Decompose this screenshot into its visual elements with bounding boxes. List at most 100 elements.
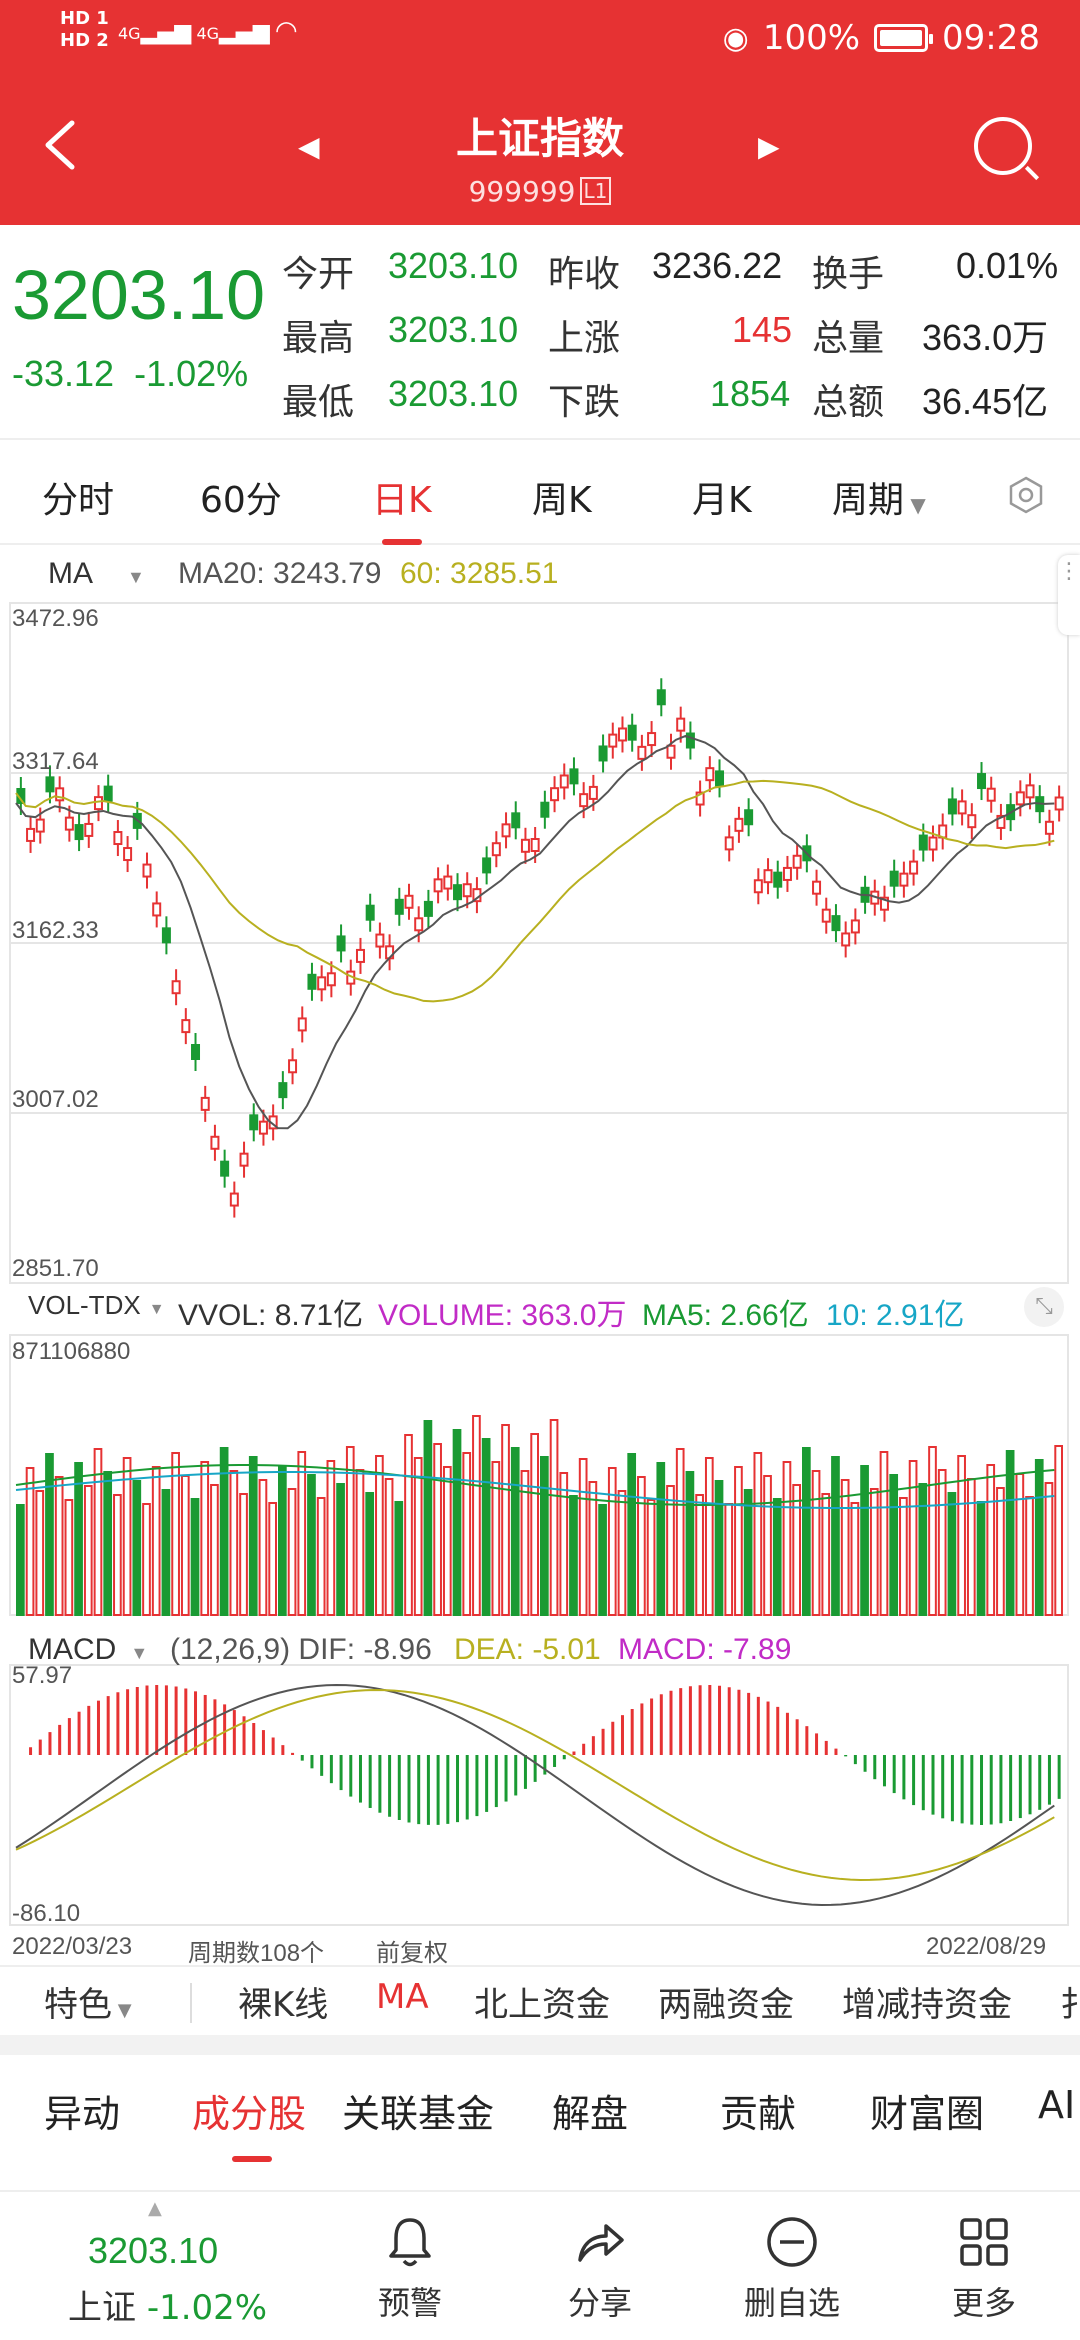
sim-indicators: HD 1 HD 2: [60, 8, 109, 52]
tab-ai[interactable]: AI: [1038, 2083, 1076, 2127]
alert-label: 预警: [377, 2284, 442, 2322]
tool-more[interactable]: 扌: [1060, 1985, 1080, 2025]
candle-body: [103, 785, 113, 802]
date-end: 2022/08/29: [926, 1933, 1047, 1960]
back-icon[interactable]: [36, 115, 86, 175]
candle-body: [647, 732, 657, 747]
candle-body: [957, 800, 967, 815]
info-section-tabs: 异动 成分股 关联基金 解盘 贡献 财富圈 AI: [0, 2055, 1080, 2162]
volume-bar: [375, 1455, 384, 1616]
candle-body: [355, 948, 365, 963]
adjust-mode[interactable]: 前复权: [376, 1940, 448, 1967]
kline-chart-area[interactable]: MA ▼ MA20: 3243.79 60: 3285.51 ⋮ 3472.96 …: [0, 545, 1080, 1967]
volume-bar: [190, 1498, 200, 1616]
volume-bar: [16, 1504, 25, 1616]
tab-weekly-k[interactable]: 周K: [532, 480, 592, 521]
tool-feature[interactable]: 特色 ▼: [44, 1977, 132, 2026]
tool-ma[interactable]: MA: [376, 1977, 429, 2017]
volume-bar: [646, 1499, 656, 1616]
tool-northbound[interactable]: 北上资金: [474, 1985, 610, 2025]
more-button[interactable]: 更多: [924, 2212, 1044, 2324]
volume-bar: [889, 1474, 899, 1616]
candle-body: [220, 1160, 230, 1177]
volume-bar: [947, 1492, 957, 1616]
vol-indicator-select[interactable]: VOL-TDX ▼: [28, 1290, 165, 1321]
share-button[interactable]: 分享: [540, 2212, 660, 2324]
battery-icon: [874, 24, 934, 52]
high-value: 3203.10: [388, 309, 519, 350]
tab-wealth-circle[interactable]: 财富圈: [870, 2092, 985, 2136]
tab-components[interactable]: 成分股: [192, 2083, 306, 2162]
vol-axis-label: 871106880: [12, 1338, 131, 1365]
bottom-price[interactable]: 3203.10: [88, 2230, 219, 2271]
tab-movement[interactable]: 异动: [44, 2092, 121, 2136]
volume-bar: [627, 1453, 637, 1616]
high-label: 最高: [282, 317, 355, 358]
tab-60min[interactable]: 60分: [200, 480, 282, 521]
tab-period[interactable]: 周期 ▼: [832, 471, 926, 523]
candle-body: [181, 1019, 191, 1034]
volume-bar: [966, 1478, 976, 1616]
eye-icon: ◉: [722, 20, 749, 56]
candle-body: [627, 724, 637, 741]
volume-bar: [54, 1476, 64, 1616]
candle-body: [1025, 784, 1035, 799]
tool-margin[interactable]: 两融资金: [658, 1985, 794, 2025]
candle-body: [258, 1120, 268, 1135]
tool-holdings-change[interactable]: 增减持资金: [842, 1985, 1012, 2025]
side-drawer-handle[interactable]: ⋮: [1058, 555, 1080, 635]
kline-svg[interactable]: [0, 545, 1080, 1965]
search-icon[interactable]: [974, 117, 1032, 175]
bottom-action-bar: ▲ 3203.10 上证 -1.02% 预警 分享 删自选 更多: [0, 2190, 1080, 2340]
turnover-value: 0.01%: [956, 245, 1059, 286]
volume-bar: [74, 1462, 83, 1616]
candle-body: [482, 857, 492, 874]
prev-stock-icon[interactable]: ◀: [298, 130, 320, 163]
settings-icon[interactable]: [1006, 475, 1046, 515]
volume-bar: [433, 1443, 442, 1616]
next-stock-icon[interactable]: ▶: [758, 130, 780, 163]
volume-bar: [937, 1469, 947, 1616]
tab-timeshare[interactable]: 分时: [42, 480, 115, 521]
candle-body: [773, 871, 783, 888]
candle-body: [200, 1096, 210, 1111]
ma-indicator-select[interactable]: MA ▼: [48, 557, 145, 591]
macd-indicator-select[interactable]: MACD ▼: [28, 1633, 148, 1667]
candle-body: [423, 900, 433, 917]
volume-bar: [229, 1470, 239, 1616]
tab-related-funds[interactable]: 关联基金: [342, 2092, 495, 2136]
candle-body: [365, 904, 375, 921]
tab-analysis[interactable]: 解盘: [552, 2092, 629, 2136]
volume-bar: [151, 1466, 161, 1616]
volume-bar: [297, 1451, 307, 1616]
candle-body: [889, 870, 899, 887]
bottom-index-pct: -1.02%: [146, 2288, 268, 2328]
volume-bar: [132, 1480, 142, 1616]
volume-bar: [743, 1489, 753, 1616]
remove-watchlist-button[interactable]: 删自选: [732, 2212, 852, 2324]
alert-button[interactable]: 预警: [350, 2212, 470, 2324]
volume-bar: [394, 1501, 404, 1616]
tab-monthly-k[interactable]: 月K: [692, 480, 752, 521]
ma60-line: [15, 779, 1055, 1003]
volume-bar: [637, 1476, 646, 1616]
price-axis-label: 3317.64: [12, 748, 99, 775]
tab-contribution[interactable]: 贡献: [720, 2092, 797, 2136]
bottom-index-summary[interactable]: 上证 -1.02%: [68, 2280, 267, 2329]
expand-icon[interactable]: ⤡: [1024, 1287, 1064, 1327]
remove-watchlist-label: 删自选: [743, 2284, 840, 2322]
ma20-readout: MA20: 3243.79: [178, 557, 382, 590]
chevron-up-icon[interactable]: ▲: [148, 2198, 162, 2219]
volume-bar: [122, 1457, 132, 1616]
tool-bare-kline[interactable]: 裸K线: [238, 1985, 329, 2025]
volume-bar: [530, 1433, 540, 1616]
volume-bar: [1034, 1459, 1044, 1616]
candle-body: [608, 733, 618, 748]
volume-bar: [549, 1419, 559, 1616]
candle-body: [685, 732, 695, 749]
dif-line: [15, 1683, 1055, 1906]
candle-body: [705, 767, 715, 782]
tab-daily-k[interactable]: 日K: [372, 471, 432, 545]
volume-bar: [83, 1485, 93, 1616]
sim2-label: HD 2: [60, 30, 109, 51]
